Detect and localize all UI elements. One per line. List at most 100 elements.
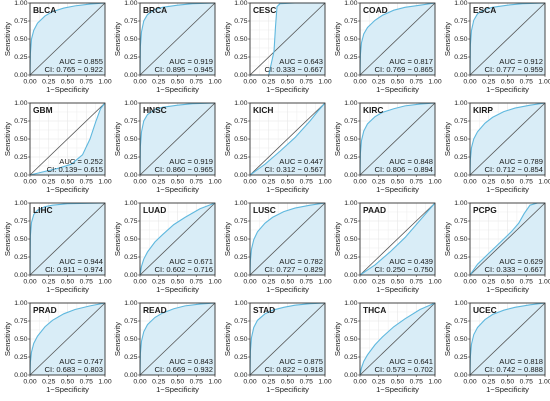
x-tick-label: 0.75 (80, 279, 93, 286)
y-tick-label: 0.25 (454, 154, 467, 161)
x-tick-label: 0.75 (520, 179, 533, 186)
y-tick-label: 0.75 (234, 18, 247, 25)
y-tick-label: 0.25 (14, 254, 27, 261)
y-tick-label: 0.00 (124, 372, 137, 379)
auc-label: AUC = 0.747 (59, 357, 103, 366)
x-tick-label: 0.00 (23, 379, 36, 386)
diagonal-reference-line (469, 202, 546, 276)
panel-title: KIRP (473, 105, 493, 115)
x-tick-label: 0.00 (463, 179, 476, 186)
y-tick-label: 1.00 (234, 200, 247, 207)
y-tick-label: 0.00 (454, 172, 467, 179)
diagonal-reference-line (359, 302, 436, 376)
x-tick-label: 0.50 (171, 279, 184, 286)
ci-label: CI: 0.777 − 0.959 (485, 65, 543, 74)
auc-label: AUC = 0.447 (279, 157, 323, 166)
y-axis-title: Sensitivity (223, 122, 232, 156)
roc-curve (469, 302, 546, 376)
y-tick-label: 0.00 (454, 72, 467, 79)
y-axis-title: Sensitivity (223, 322, 232, 356)
diagonal-reference-line (139, 302, 216, 376)
y-tick-label: 0.25 (14, 354, 27, 361)
y-tick-label: 0.50 (344, 36, 357, 43)
y-tick-label: 0.75 (234, 218, 247, 225)
x-axis-title: 1−Specificity (376, 285, 419, 294)
y-tick-label: 0.75 (124, 318, 137, 325)
x-axis-title: 1−Specificity (266, 385, 309, 394)
x-tick-label: 0.00 (353, 379, 366, 386)
x-tick-label: 1.00 (208, 79, 221, 86)
x-tick-label: 1.00 (208, 279, 221, 286)
y-tick-label: 0.75 (454, 18, 467, 25)
x-tick-label: 0.50 (61, 279, 74, 286)
x-tick-label: 0.25 (262, 79, 275, 86)
diagonal-reference-line (29, 2, 106, 76)
x-tick-label: 0.75 (190, 379, 203, 386)
auc-label: AUC = 0.641 (389, 357, 433, 366)
roc-curve (249, 202, 326, 276)
y-tick-label: 0.50 (124, 136, 137, 143)
y-axis-title: Sensitivity (443, 22, 452, 56)
y-axis-title: Sensitivity (333, 22, 342, 56)
y-tick-label: 0.75 (14, 318, 27, 325)
y-tick-label: 0.75 (344, 218, 357, 225)
y-axis-title: Sensitivity (113, 222, 122, 256)
y-tick-label: 1.00 (454, 200, 467, 207)
roc-curve (139, 2, 216, 76)
x-tick-label: 0.75 (520, 79, 533, 86)
x-tick-label: 0.00 (23, 179, 36, 186)
panel-title: THCA (363, 305, 386, 315)
y-tick-label: 0.00 (14, 72, 27, 79)
diagonal-reference-line (139, 202, 216, 276)
x-tick-label: 0.00 (133, 79, 146, 86)
y-axis-title: Sensitivity (443, 222, 452, 256)
auc-label: AUC = 0.944 (59, 257, 103, 266)
diagonal-reference-line (29, 202, 106, 276)
y-tick-label: 0.00 (234, 372, 247, 379)
y-tick-label: 0.25 (14, 154, 27, 161)
roc-curve (469, 2, 546, 76)
ci-label: CI: 0.683 − 0.803 (45, 365, 103, 374)
x-tick-label: 0.50 (501, 179, 514, 186)
x-tick-label: 1.00 (538, 79, 550, 86)
y-tick-label: 0.50 (344, 336, 357, 343)
y-tick-label: 0.25 (234, 354, 247, 361)
y-tick-label: 0.75 (344, 18, 357, 25)
y-axis-title: Sensitivity (113, 322, 122, 356)
x-tick-label: 0.50 (171, 79, 184, 86)
y-tick-label: 0.25 (124, 254, 137, 261)
x-tick-label: 1.00 (208, 379, 221, 386)
panel-title: LUSC (253, 205, 276, 215)
x-tick-label: 0.25 (42, 379, 55, 386)
y-tick-label: 1.00 (14, 200, 27, 207)
x-tick-label: 0.00 (463, 279, 476, 286)
panel-title: KICH (253, 105, 273, 115)
ci-label: CI: 0.895 − 0.945 (155, 65, 213, 74)
y-tick-label: 1.00 (454, 100, 467, 107)
x-tick-label: 0.50 (501, 79, 514, 86)
diagonal-reference-line (139, 2, 216, 76)
y-tick-label: 0.75 (14, 118, 27, 125)
auc-label: AUC = 0.919 (169, 157, 213, 166)
y-tick-label: 0.25 (234, 154, 247, 161)
y-tick-label: 0.00 (234, 172, 247, 179)
y-tick-label: 0.25 (454, 354, 467, 361)
y-tick-label: 0.75 (14, 218, 27, 225)
y-tick-label: 0.00 (124, 172, 137, 179)
diagonal-reference-line (359, 2, 436, 76)
x-tick-label: 0.75 (190, 279, 203, 286)
x-tick-label: 1.00 (428, 379, 441, 386)
y-tick-label: 0.75 (344, 318, 357, 325)
x-tick-label: 0.50 (171, 379, 184, 386)
y-axis-title: Sensitivity (223, 222, 232, 256)
y-tick-label: 0.00 (454, 272, 467, 279)
y-tick-label: 0.75 (124, 218, 137, 225)
roc-curve (139, 302, 216, 376)
ci-label: CI: 0.250 − 0.750 (375, 265, 433, 274)
panel-title: PAAD (363, 205, 386, 215)
y-axis-title: Sensitivity (333, 122, 342, 156)
